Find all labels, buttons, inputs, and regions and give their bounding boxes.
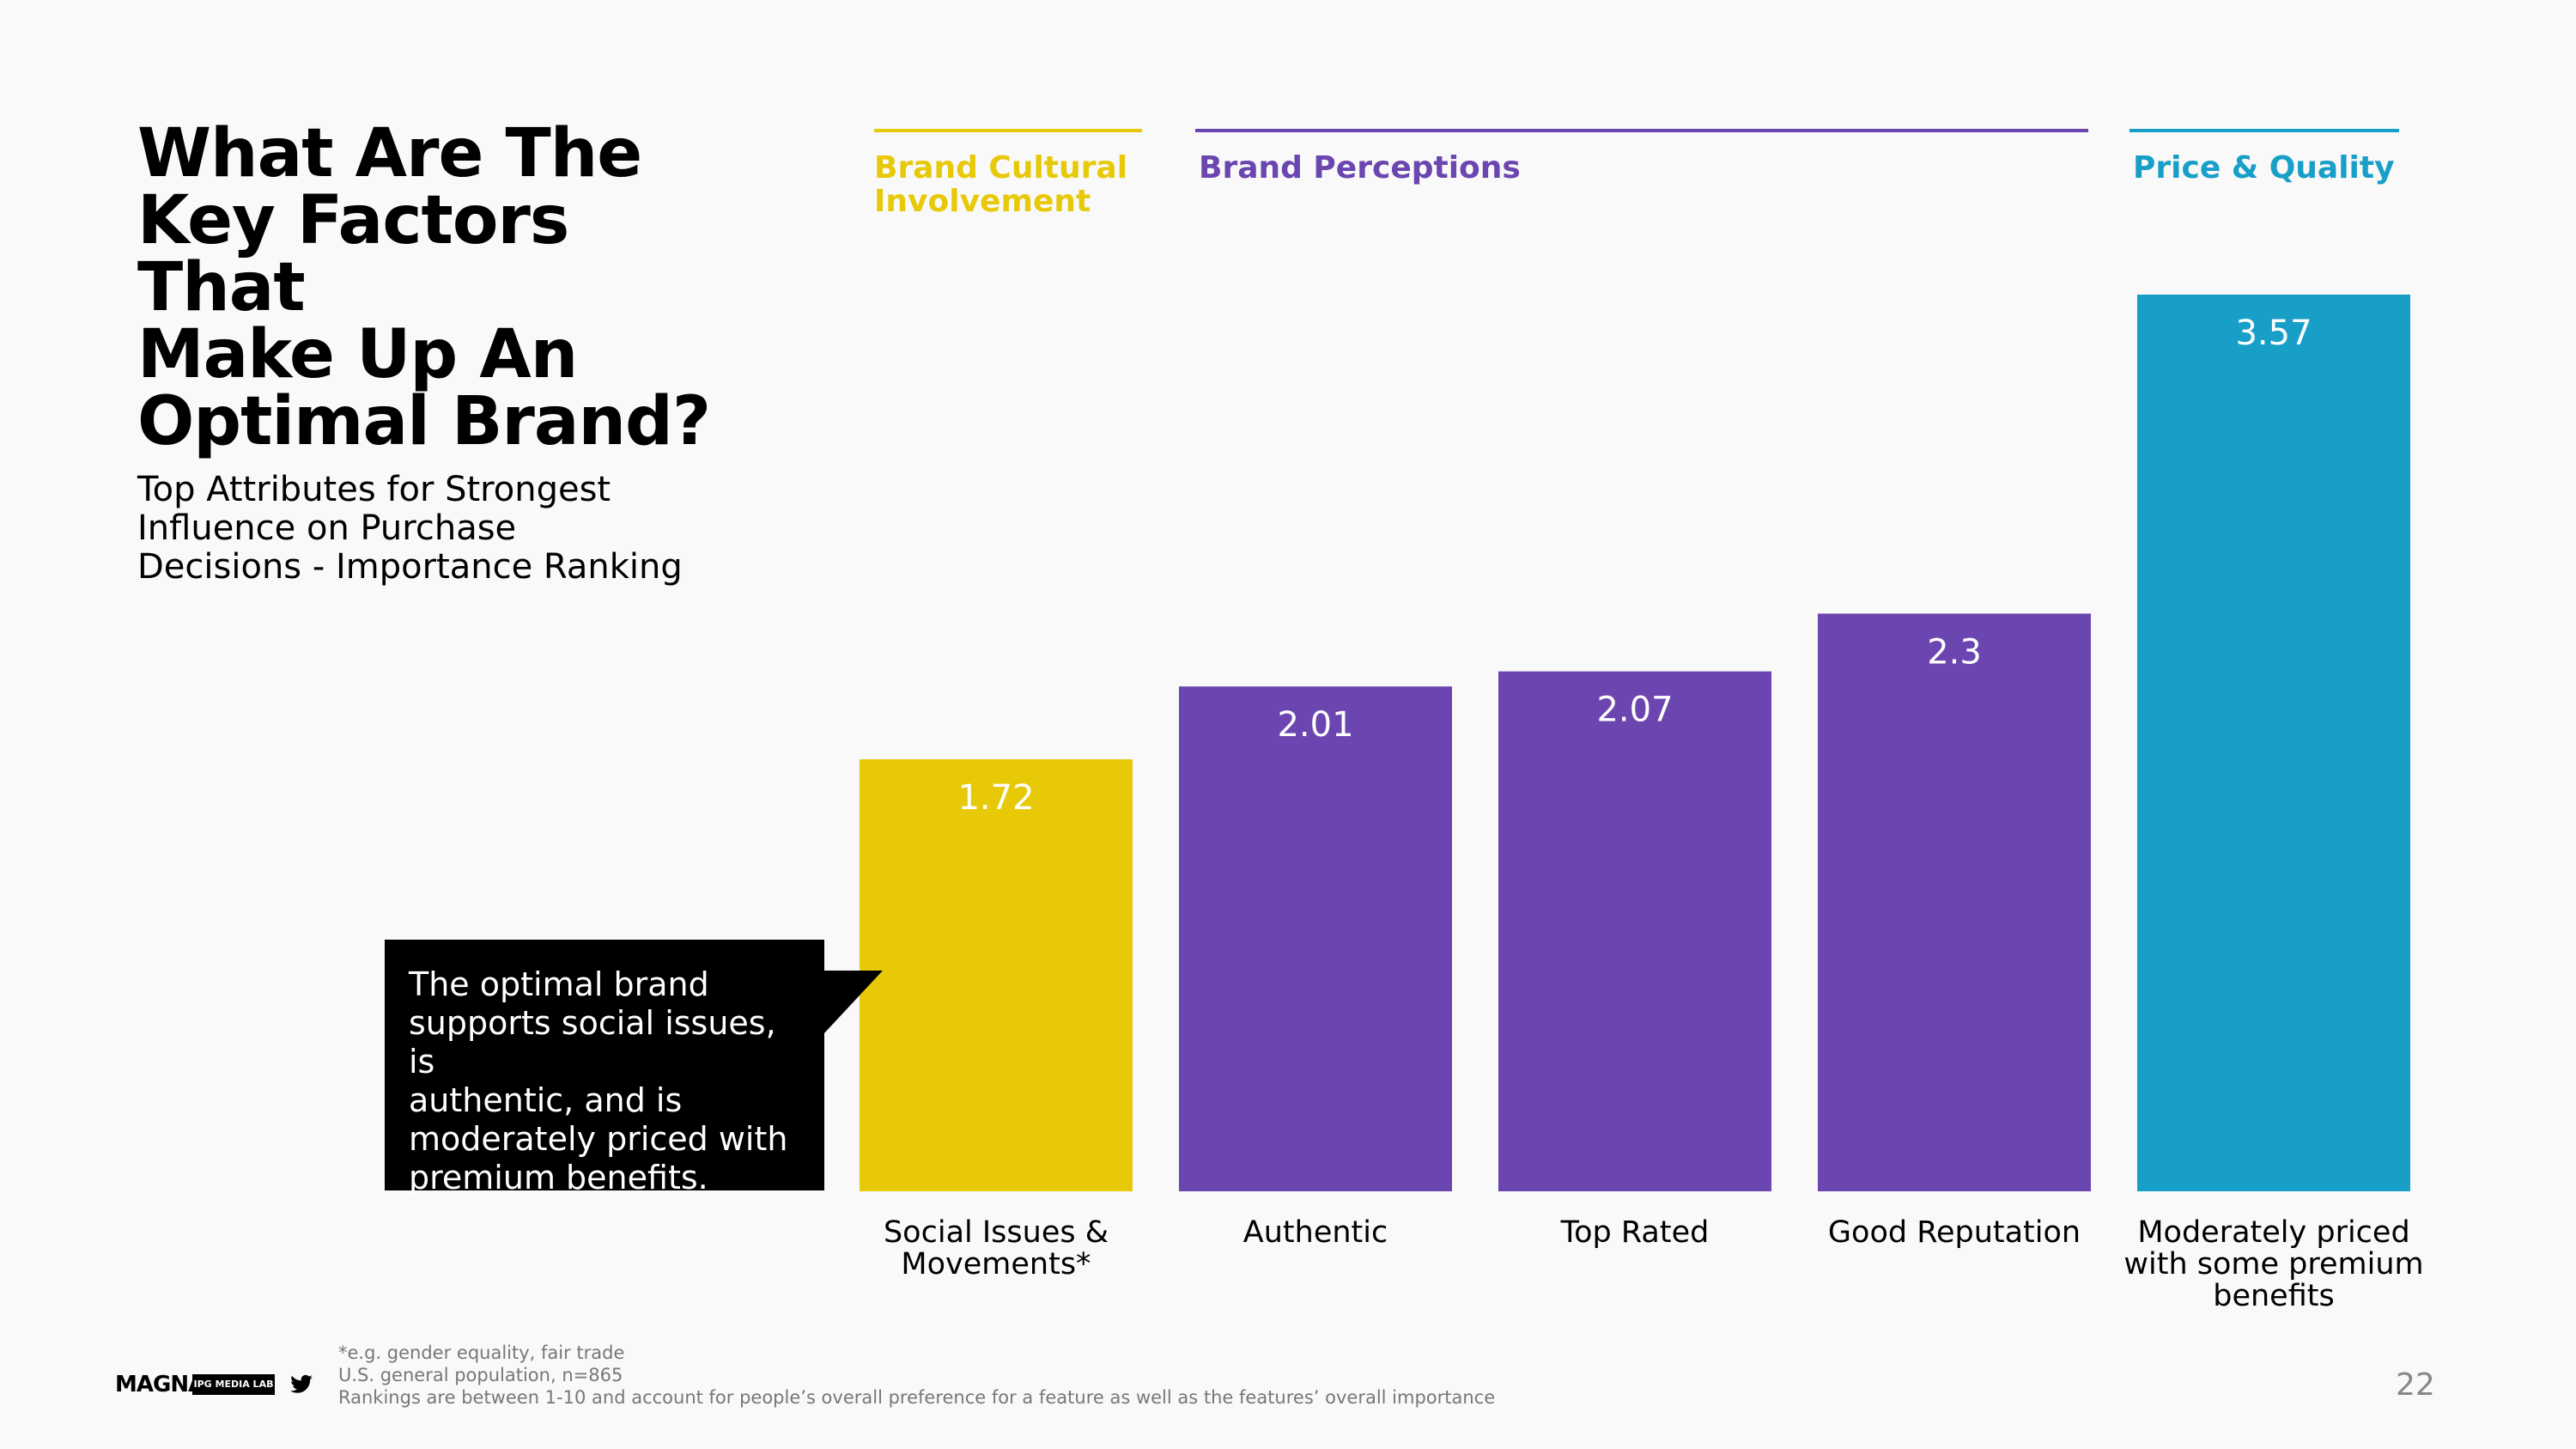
bar-3: [1818, 613, 2091, 1191]
callout-line: moderately priced with: [409, 1120, 788, 1158]
ipg-media-lab-logo: IPG MEDIA LAB: [192, 1374, 275, 1395]
page-title: What Are The Key Factors That Make Up An…: [137, 120, 756, 455]
category-label: Top Rated: [1560, 1215, 1710, 1250]
group-label-line: Brand Cultural: [874, 150, 1128, 186]
bar-value-label: 3.57: [2235, 314, 2312, 353]
category-label: Good Reputation: [1828, 1215, 2081, 1250]
subtitle-line: Influence on Purchase: [137, 508, 517, 548]
subtitle-line: Top Attributes for Strongest: [137, 470, 611, 509]
footnote: Rankings are between 1-10 and account fo…: [338, 1387, 1496, 1408]
category-label: Authentic: [1243, 1215, 1388, 1250]
page-number: 22: [2396, 1367, 2435, 1403]
bar-0: [860, 759, 1133, 1191]
bar-value-label: 2.07: [1596, 691, 1673, 730]
bar-4: [2137, 295, 2410, 1191]
group-label-perceptions: Brand Perceptions: [1199, 151, 1521, 185]
group-label-price: Price & Quality: [2133, 151, 2395, 185]
footnote: U.S. general population, n=865: [338, 1365, 623, 1385]
group-label-line: Price & Quality: [2133, 150, 2395, 186]
callout-box: The optimal brand supports social issues…: [385, 940, 824, 1196]
title-line: Make Up An: [137, 316, 578, 393]
category-label: Social Issues & Movements*: [884, 1215, 1109, 1282]
callout-pointer: [823, 971, 883, 1035]
bar-value-label: 1.72: [957, 778, 1034, 818]
callout-line: premium benefits.: [409, 1159, 708, 1196]
group-line-perceptions: [1195, 129, 2088, 132]
magna-logo: MAGNA: [115, 1372, 205, 1397]
chart-subtitle: Top Attributes for Strongest Influence o…: [137, 471, 738, 587]
title-line: Optimal Brand?: [137, 383, 711, 460]
bar-value-label: 2.01: [1277, 705, 1353, 745]
callout-line: authentic, and is: [409, 1081, 683, 1119]
bar-1: [1179, 686, 1452, 1191]
subtitle-line: Decisions - Importance Ranking: [137, 547, 683, 587]
category-label: Moderately priced with some premium benefi…: [2123, 1215, 2423, 1313]
group-label-line: Brand Perceptions: [1199, 150, 1521, 186]
footnote: *e.g. gender equality, fair trade: [338, 1342, 625, 1363]
group-label-line: Involvement: [874, 184, 1091, 219]
bar-2: [1498, 671, 1771, 1191]
group-label-cultural: Brand Cultural Involvement: [874, 151, 1127, 218]
callout-line: The optimal brand: [409, 965, 709, 1003]
group-line-cultural: [874, 129, 1142, 132]
title-line: Key Factors That: [137, 182, 569, 326]
callout-line: supports social issues, is: [409, 1004, 776, 1081]
twitter-icon: [290, 1374, 313, 1393]
group-line-price: [2129, 129, 2399, 132]
title-line: What Are The: [137, 115, 642, 192]
bar-value-label: 2.3: [1927, 632, 1982, 672]
footnotes: *e.g. gender equality, fair trade U.S. g…: [338, 1342, 1495, 1409]
